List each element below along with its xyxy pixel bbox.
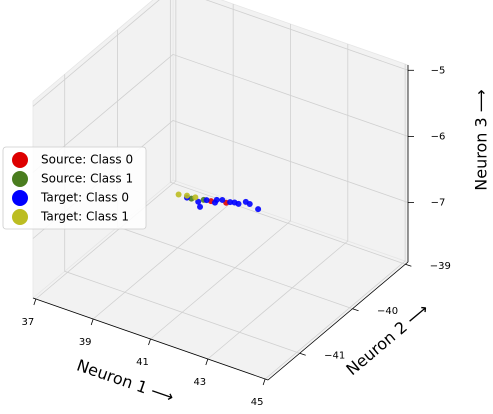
grid-line <box>32 53 409 173</box>
data-point <box>227 199 234 206</box>
x-axis-label: Neuron 1 ⟶ <box>74 356 176 407</box>
x-tick-label: 43 <box>193 377 206 388</box>
x-axis-line <box>32 297 269 381</box>
data-point <box>231 199 238 206</box>
grid-line <box>169 0 406 265</box>
data-point <box>192 194 199 201</box>
z-tick-label: −7 <box>431 198 446 209</box>
z-tick-label: −5 <box>431 65 446 76</box>
legend: Source: Class 0 Source: Class 1 Target: Cl… <box>2 146 147 230</box>
y-tick-label: −39 <box>430 261 451 272</box>
data-point <box>175 191 182 198</box>
legend-marker <box>12 190 28 206</box>
y-tick <box>352 308 359 312</box>
y-axis-line <box>267 261 409 381</box>
grid-line <box>264 64 406 380</box>
legend-marker <box>12 152 28 168</box>
x-tick-label: 45 <box>251 397 264 408</box>
z-tick-label: −6 <box>431 131 446 142</box>
legend-marker <box>12 171 28 187</box>
y-tick-label: −41 <box>324 350 345 361</box>
y-tick <box>405 263 412 267</box>
legend-box <box>2 146 147 230</box>
data-point <box>246 201 253 208</box>
grid-line <box>35 0 177 300</box>
legend-marker <box>12 209 28 225</box>
legend-label: Source: Class 0 <box>41 153 133 167</box>
x-tick <box>90 318 94 326</box>
x-tick <box>262 378 266 386</box>
z-axis-label: Neuron 3 ⟶ <box>472 89 491 190</box>
x-tick-label: 39 <box>79 337 92 348</box>
x-tick-label: 41 <box>136 357 149 368</box>
data-point <box>183 192 190 199</box>
data-point <box>203 197 210 204</box>
y-tick-label: −40 <box>377 306 398 317</box>
data-point <box>255 206 262 213</box>
y-tick <box>299 352 306 356</box>
x-tick <box>148 338 151 346</box>
data-point <box>197 203 204 210</box>
legend-label: Target: Class 0 <box>40 191 129 205</box>
legend-label: Source: Class 1 <box>41 172 133 186</box>
grid-line <box>64 74 300 354</box>
data-point <box>195 198 202 205</box>
grid-line <box>150 24 291 340</box>
x-tick-label: 37 <box>21 317 34 328</box>
data-point <box>213 196 220 203</box>
x-tick <box>205 358 209 366</box>
data-point <box>219 196 226 203</box>
grid-line <box>32 0 409 107</box>
legend-label: Target: Class 1 <box>40 210 129 224</box>
x-tick <box>33 298 37 306</box>
grid-line <box>207 44 349 360</box>
